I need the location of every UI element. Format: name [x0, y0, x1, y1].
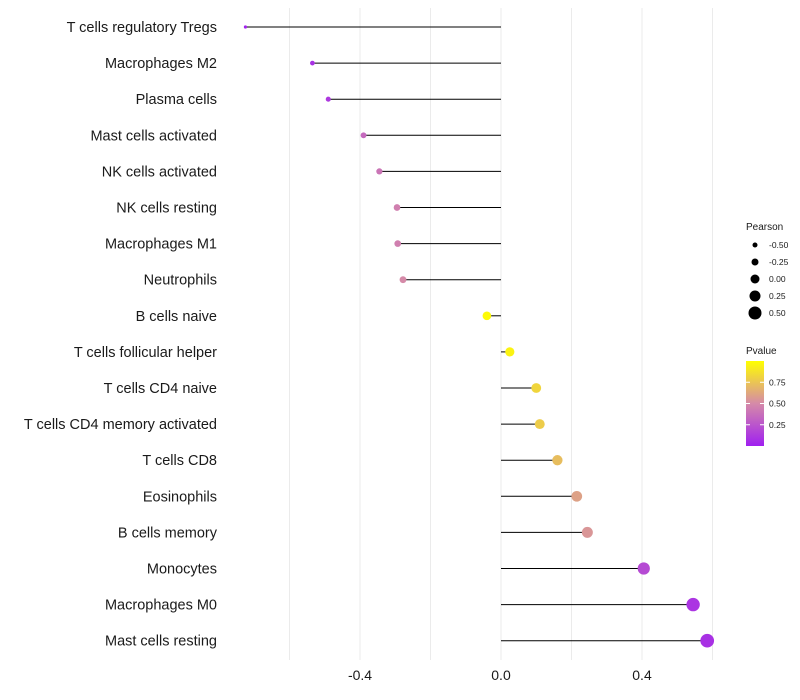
color-legend-label: 0.25	[769, 420, 786, 430]
data-point	[482, 311, 492, 321]
size-legend-key	[749, 290, 761, 302]
data-point	[505, 347, 515, 357]
size-legend-key	[752, 242, 758, 248]
data-point	[310, 60, 315, 66]
size-legend-label: 0.50	[769, 308, 786, 318]
x-axis-ticks: -0.4 0.0 0.4	[348, 667, 652, 683]
color-legend-label: 0.50	[769, 399, 786, 409]
size-legend-label: 0.25	[769, 291, 786, 301]
size-legend-key	[750, 274, 760, 284]
size-legend-label: -0.50	[769, 240, 789, 250]
size-legend-key	[751, 258, 759, 266]
data-point	[394, 240, 402, 247]
y-axis-labels: T cells regulatory Tregs Macrophages M2 Pl…	[24, 20, 218, 650]
category-label: T cells CD4 naive	[104, 381, 217, 397]
category-label: T cells regulatory Tregs	[67, 20, 217, 36]
size-legend: Pearson -0.50 -0.25 0.00 0.25 0.50	[746, 222, 789, 320]
data-point	[531, 383, 542, 393]
data-point	[637, 562, 650, 575]
data-point	[243, 25, 248, 29]
category-label: Macrophages M1	[105, 237, 217, 253]
size-legend-label: 0.00	[769, 274, 786, 284]
category-label: B cells memory	[118, 525, 218, 541]
size-legend-label: -0.25	[769, 257, 789, 267]
category-label: Eosinophils	[143, 489, 217, 505]
data-point	[325, 96, 331, 102]
data-point	[686, 597, 700, 612]
category-label: Neutrophils	[144, 273, 217, 289]
points	[243, 25, 715, 648]
stems	[245, 26, 708, 642]
data-point	[552, 455, 563, 466]
x-tick-label: 0.4	[632, 667, 652, 683]
category-label: Macrophages M2	[105, 56, 217, 72]
data-point	[700, 633, 715, 648]
category-label: B cells naive	[136, 309, 217, 325]
x-tick-label: 0.0	[491, 667, 511, 683]
color-legend: Pvalue 0.25 0.50 0.75	[746, 346, 786, 446]
data-point	[399, 276, 407, 284]
category-label: T cells CD4 memory activated	[24, 417, 217, 433]
category-label: NK cells resting	[116, 201, 217, 217]
color-legend-title: Pvalue	[746, 346, 777, 357]
data-point	[534, 419, 545, 430]
category-label: T cells follicular helper	[74, 345, 217, 361]
category-label: Mast cells resting	[105, 634, 217, 650]
category-label: Monocytes	[147, 562, 217, 578]
grid-lines	[289, 8, 713, 660]
color-legend-label: 0.75	[769, 377, 786, 387]
category-label: Macrophages M0	[105, 598, 217, 614]
category-label: T cells CD8	[142, 453, 217, 469]
category-label: Mast cells activated	[90, 128, 217, 144]
size-legend-key	[748, 306, 762, 320]
data-point	[360, 132, 367, 139]
color-bar	[746, 361, 764, 446]
category-label: NK cells activated	[102, 164, 217, 180]
data-point	[571, 490, 583, 502]
data-point	[393, 204, 401, 211]
data-point	[581, 526, 593, 538]
category-label: Plasma cells	[136, 92, 217, 108]
x-tick-label: -0.4	[348, 667, 372, 683]
data-point	[376, 168, 383, 175]
size-legend-title: Pearson	[746, 222, 783, 233]
